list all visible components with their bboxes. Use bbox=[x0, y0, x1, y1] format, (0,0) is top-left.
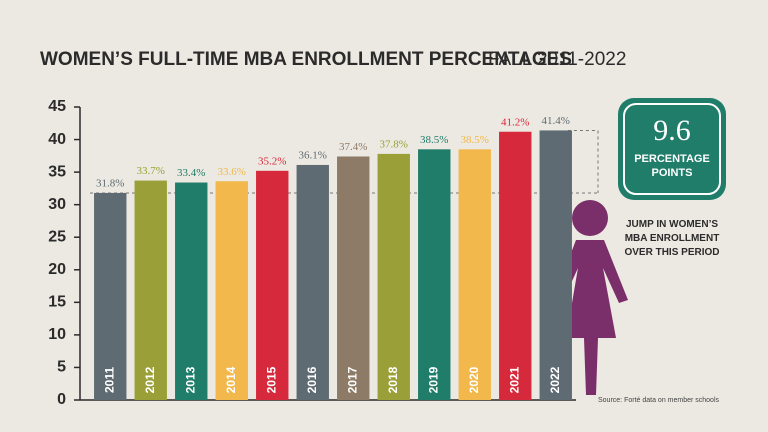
bar bbox=[175, 182, 208, 400]
x-tick-label: 2019 bbox=[426, 366, 440, 393]
bar bbox=[499, 131, 532, 400]
bar bbox=[377, 153, 410, 400]
badge-border bbox=[623, 103, 721, 195]
value-label: 38.5% bbox=[420, 134, 448, 146]
icon-head bbox=[572, 200, 608, 236]
source: Source: Forté data on member schools bbox=[598, 397, 720, 404]
y-tick-label: 35 bbox=[48, 163, 66, 180]
x-tick-label: 2011 bbox=[102, 367, 116, 393]
y-tick-label: 40 bbox=[48, 131, 66, 148]
bar bbox=[337, 156, 370, 400]
caption-box: JUMP IN WOMEN’S MBA ENROLLMENT OVER THIS… bbox=[624, 219, 720, 258]
value-label: 37.8% bbox=[380, 138, 408, 150]
x-tick-label: 2020 bbox=[467, 366, 481, 393]
value-label: 35.2% bbox=[258, 155, 286, 167]
value-label: 41.2% bbox=[501, 116, 529, 128]
bar bbox=[539, 130, 572, 400]
badge-value: 9.6 bbox=[653, 114, 691, 147]
y-tick-label: 20 bbox=[48, 261, 66, 278]
bar bbox=[215, 181, 248, 400]
x-tick-label: 2021 bbox=[507, 366, 521, 393]
bar bbox=[94, 192, 127, 400]
bar bbox=[418, 149, 451, 400]
bar bbox=[256, 170, 289, 400]
y-tick-label: 10 bbox=[48, 326, 66, 343]
x-tick-label: 2012 bbox=[143, 366, 157, 393]
value-label: 41.4% bbox=[542, 115, 570, 127]
value-label: 31.8% bbox=[96, 177, 124, 189]
y-tick-label: 0 bbox=[57, 391, 66, 408]
chart-title: WOMEN’S FULL-TIME MBA ENROLLMENT PERCENT… bbox=[40, 49, 572, 70]
x-tick-label: 2016 bbox=[305, 366, 319, 393]
x-tick-label: 2014 bbox=[224, 366, 238, 393]
bar bbox=[134, 180, 167, 400]
y-tick-label: 25 bbox=[48, 228, 66, 245]
x-tick-label: 2022 bbox=[548, 366, 562, 393]
value-label: 33.4% bbox=[177, 167, 205, 179]
x-tick-label: 2017 bbox=[345, 366, 359, 393]
y-tick-label: 5 bbox=[57, 359, 66, 376]
value-label: 33.6% bbox=[218, 166, 246, 178]
x-tick-label: 2013 bbox=[183, 366, 197, 393]
caption: JUMP IN WOMEN’S MBA ENROLLMENT OVER THIS… bbox=[624, 219, 720, 258]
x-tick-label: 2018 bbox=[386, 366, 400, 393]
chart-subtitle: FALL 2011-2022 bbox=[488, 49, 626, 70]
badge-text: PERCENTAGE POINTS bbox=[634, 153, 710, 179]
y-tick-label: 15 bbox=[48, 294, 66, 311]
badge-text-box: PERCENTAGE POINTS bbox=[634, 153, 710, 179]
x-tick-label: 2015 bbox=[264, 366, 278, 393]
value-label: 33.7% bbox=[137, 165, 165, 177]
y-tick-label: 30 bbox=[48, 196, 66, 213]
bar bbox=[458, 149, 491, 400]
value-label: 37.4% bbox=[339, 141, 367, 153]
badge: 9.6 PERCENTAGE POINTS bbox=[618, 98, 726, 200]
bar bbox=[296, 164, 329, 400]
value-label: 38.5% bbox=[461, 134, 489, 146]
value-label: 36.1% bbox=[299, 149, 327, 161]
y-tick-label: 45 bbox=[48, 98, 66, 115]
badge-bg bbox=[618, 98, 726, 200]
